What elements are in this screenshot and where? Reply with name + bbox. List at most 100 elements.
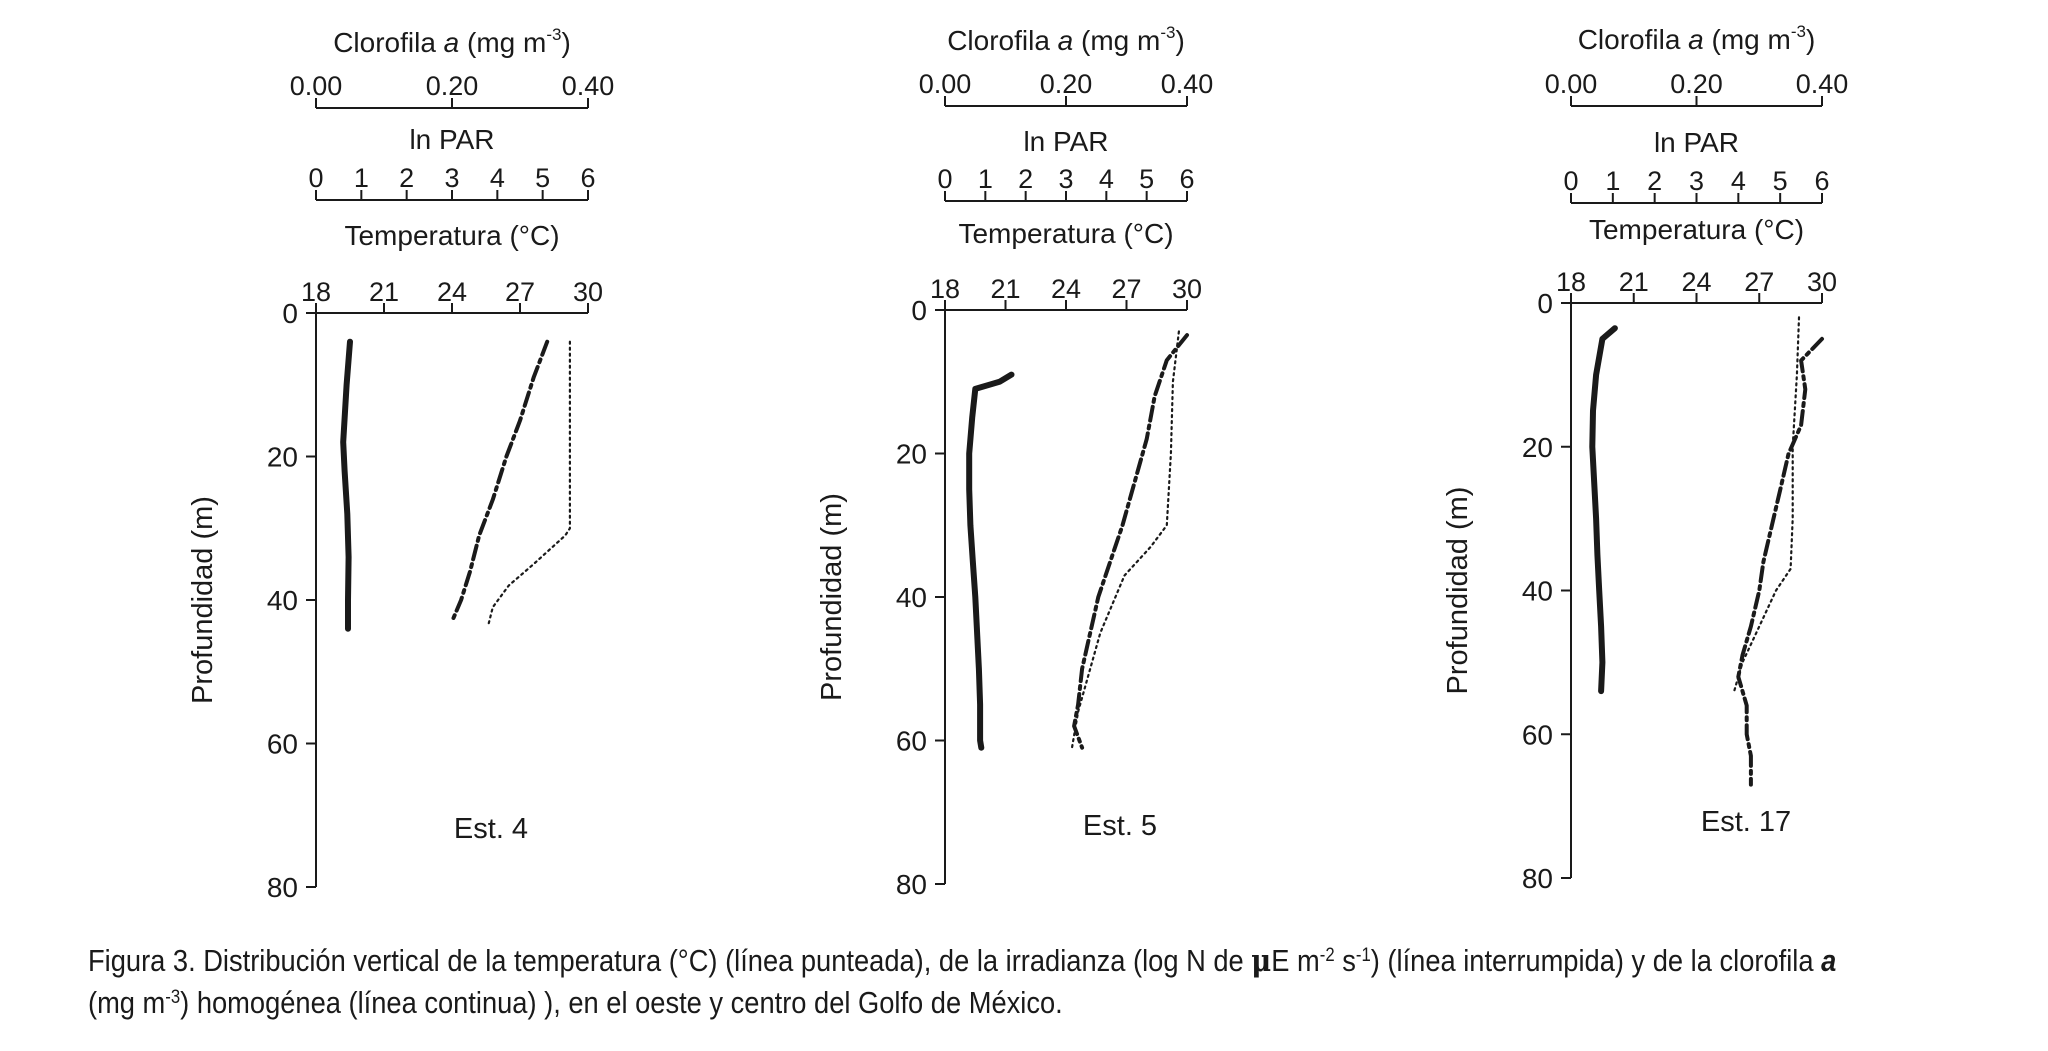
chl-tick-label: 0.20 [1040,69,1093,99]
par-tick-label: 0 [1563,166,1578,196]
depth-tick-label: 60 [267,729,298,760]
par-tick-label: 4 [1099,164,1114,194]
par-tick-label: 6 [580,163,595,193]
chl-axis-label: Clorofila a (mg m-3) [1578,22,1816,55]
temp-axis-label: Temperatura (°C) [958,218,1173,249]
chl-tick-label: 0.00 [290,71,343,101]
chl-profile-solid [966,371,1015,751]
par-tick-label: 1 [1605,166,1620,196]
temp-tick-label: 30 [1172,274,1202,304]
chl-axis-label: Clorofila a (mg m-3) [333,25,571,58]
temp-tick-label: 30 [1807,267,1837,297]
depth-tick-label: 60 [896,726,927,757]
temp-tick-label: 18 [930,274,960,304]
chl-tick-label: 0.20 [1670,69,1723,99]
chl-tick-label: 0.40 [562,71,615,101]
depth-tick-label: 0 [911,295,927,326]
temp-tick-label: 24 [1681,267,1711,297]
par-axis: 0 1 2 3 4 5 6ln PAR [308,124,596,201]
par-tick-label: 3 [444,163,459,193]
caption-line-2: (mg m-3) homogénea (línea continua) ), e… [88,985,1063,1020]
temp-tick-label: 27 [505,277,535,307]
station-label: Est. 5 [1083,810,1157,842]
par-tick-label: 2 [399,163,414,193]
depth-tick-label: 40 [267,585,298,616]
temp-tick-label: 27 [1744,267,1774,297]
par-profile-dashed [1736,336,1824,787]
chl-axis-label-part: -3 [1160,23,1175,42]
par-tick-label: 6 [1814,166,1829,196]
par-tick-label: 4 [490,163,505,193]
chl-profile-solid [1589,325,1618,695]
depth-tick-label: 40 [1522,576,1553,607]
par-tick-label: 3 [1058,164,1073,194]
par-tick-label: 0 [937,164,952,194]
chl-axis-label-part: Clorofila [333,27,443,58]
chl-tick-label: 0.00 [919,69,972,99]
par-axis-label: ln PAR [409,124,494,155]
chl-axis-label: Clorofila a (mg m-3) [947,23,1185,56]
par-tick-label: 0 [308,163,323,193]
chl-axis-label-part: Clorofila [1578,24,1688,55]
temp-tick-label: 21 [990,274,1020,304]
station-label: Est. 4 [454,813,528,845]
temp-axis: 18 21 24 27 30 Temperatura (°C) [930,218,1202,311]
chl-axis-label-part: (mg m [459,27,546,58]
chl-tick-label: 0.40 [1796,69,1849,99]
par-profile-dashed [1072,333,1189,750]
depth-tick-label: 80 [896,869,927,900]
par-axis-label: ln PAR [1654,127,1739,158]
depth-axis-label: Profundidad (m) [816,493,848,701]
chl-axis-label-part: (mg m [1704,24,1791,55]
par-axis: 0 1 2 3 4 5 6 ln PAR [937,126,1195,202]
temp-profile-dotted [1733,316,1801,693]
temp-profile-dotted [487,340,572,627]
temp-tick-label: 24 [1051,274,1081,304]
temp-tick-label: 21 [369,277,399,307]
caption-line-1: Figura 3. Distribución vertical de la te… [88,943,1837,979]
par-tick-label: 6 [1179,164,1194,194]
depth-axis: 0 20 40 60 80 Profundidad (m) [1442,288,1572,894]
par-axis-label: ln PAR [1023,126,1108,157]
chl-axis-label-part: ) [1175,25,1184,56]
depth-tick-label: 60 [1522,719,1553,750]
chl-axis-label-part: a [1058,25,1074,56]
par-tick-label: 3 [1689,166,1704,196]
chl-axis-label-part: a [1688,24,1704,55]
depth-axis: 0 20 40 60 80 Profundidad (m) [816,295,946,900]
chl-axis-label-part: -3 [1791,22,1806,41]
panel-1: 0.00 0.20 0.40 Clorofila a (mg m-3) 0 1 2 3 4 5 6 l… [187,25,614,903]
depth-axis: 0 20 40 60 80 Profundidad (m) [187,298,317,903]
par-tick-label: 1 [978,164,993,194]
chl-axis-label-part: ) [1806,24,1815,55]
chl-axis-label-part: Clorofila [947,25,1057,56]
chl-axis-label-part: -3 [546,25,561,44]
depth-axis-label: Profundidad (m) [187,496,219,704]
chl-axis-label-part: (mg m [1073,25,1160,56]
temp-profile-dotted [1070,330,1181,749]
depth-tick-label: 0 [1537,288,1553,319]
chl-axis: 0.00 0.20 0.40 Clorofila a (mg m-3) [919,23,1213,107]
par-tick-label: 5 [1773,166,1788,196]
chl-axis-label-part: a [444,27,460,58]
temp-tick-label: 27 [1111,274,1141,304]
par-axis: 0 1 2 3 4 5 6 ln PAR [1563,127,1830,204]
par-tick-label: 4 [1731,166,1746,196]
temp-axis-label: Temperatura (°C) [1589,214,1804,245]
par-tick-label: 5 [1139,164,1154,194]
par-tick-label: 2 [1647,166,1662,196]
temp-axis-label: Temperatura (°C) [344,220,559,251]
depth-tick-label: 0 [282,298,298,329]
depth-axis-label: Profundidad (m) [1442,487,1474,695]
chl-tick-label: 0.20 [426,71,479,101]
figure-caption: Figura 3. Distribución vertical de la te… [88,940,1837,1024]
temp-tick-label: 18 [1556,267,1586,297]
par-profile-dashed [450,339,550,624]
par-tick-label: 2 [1018,164,1033,194]
chl-axis: 0.00 0.20 0.40 Clorofila a (mg m-3) [290,25,615,109]
